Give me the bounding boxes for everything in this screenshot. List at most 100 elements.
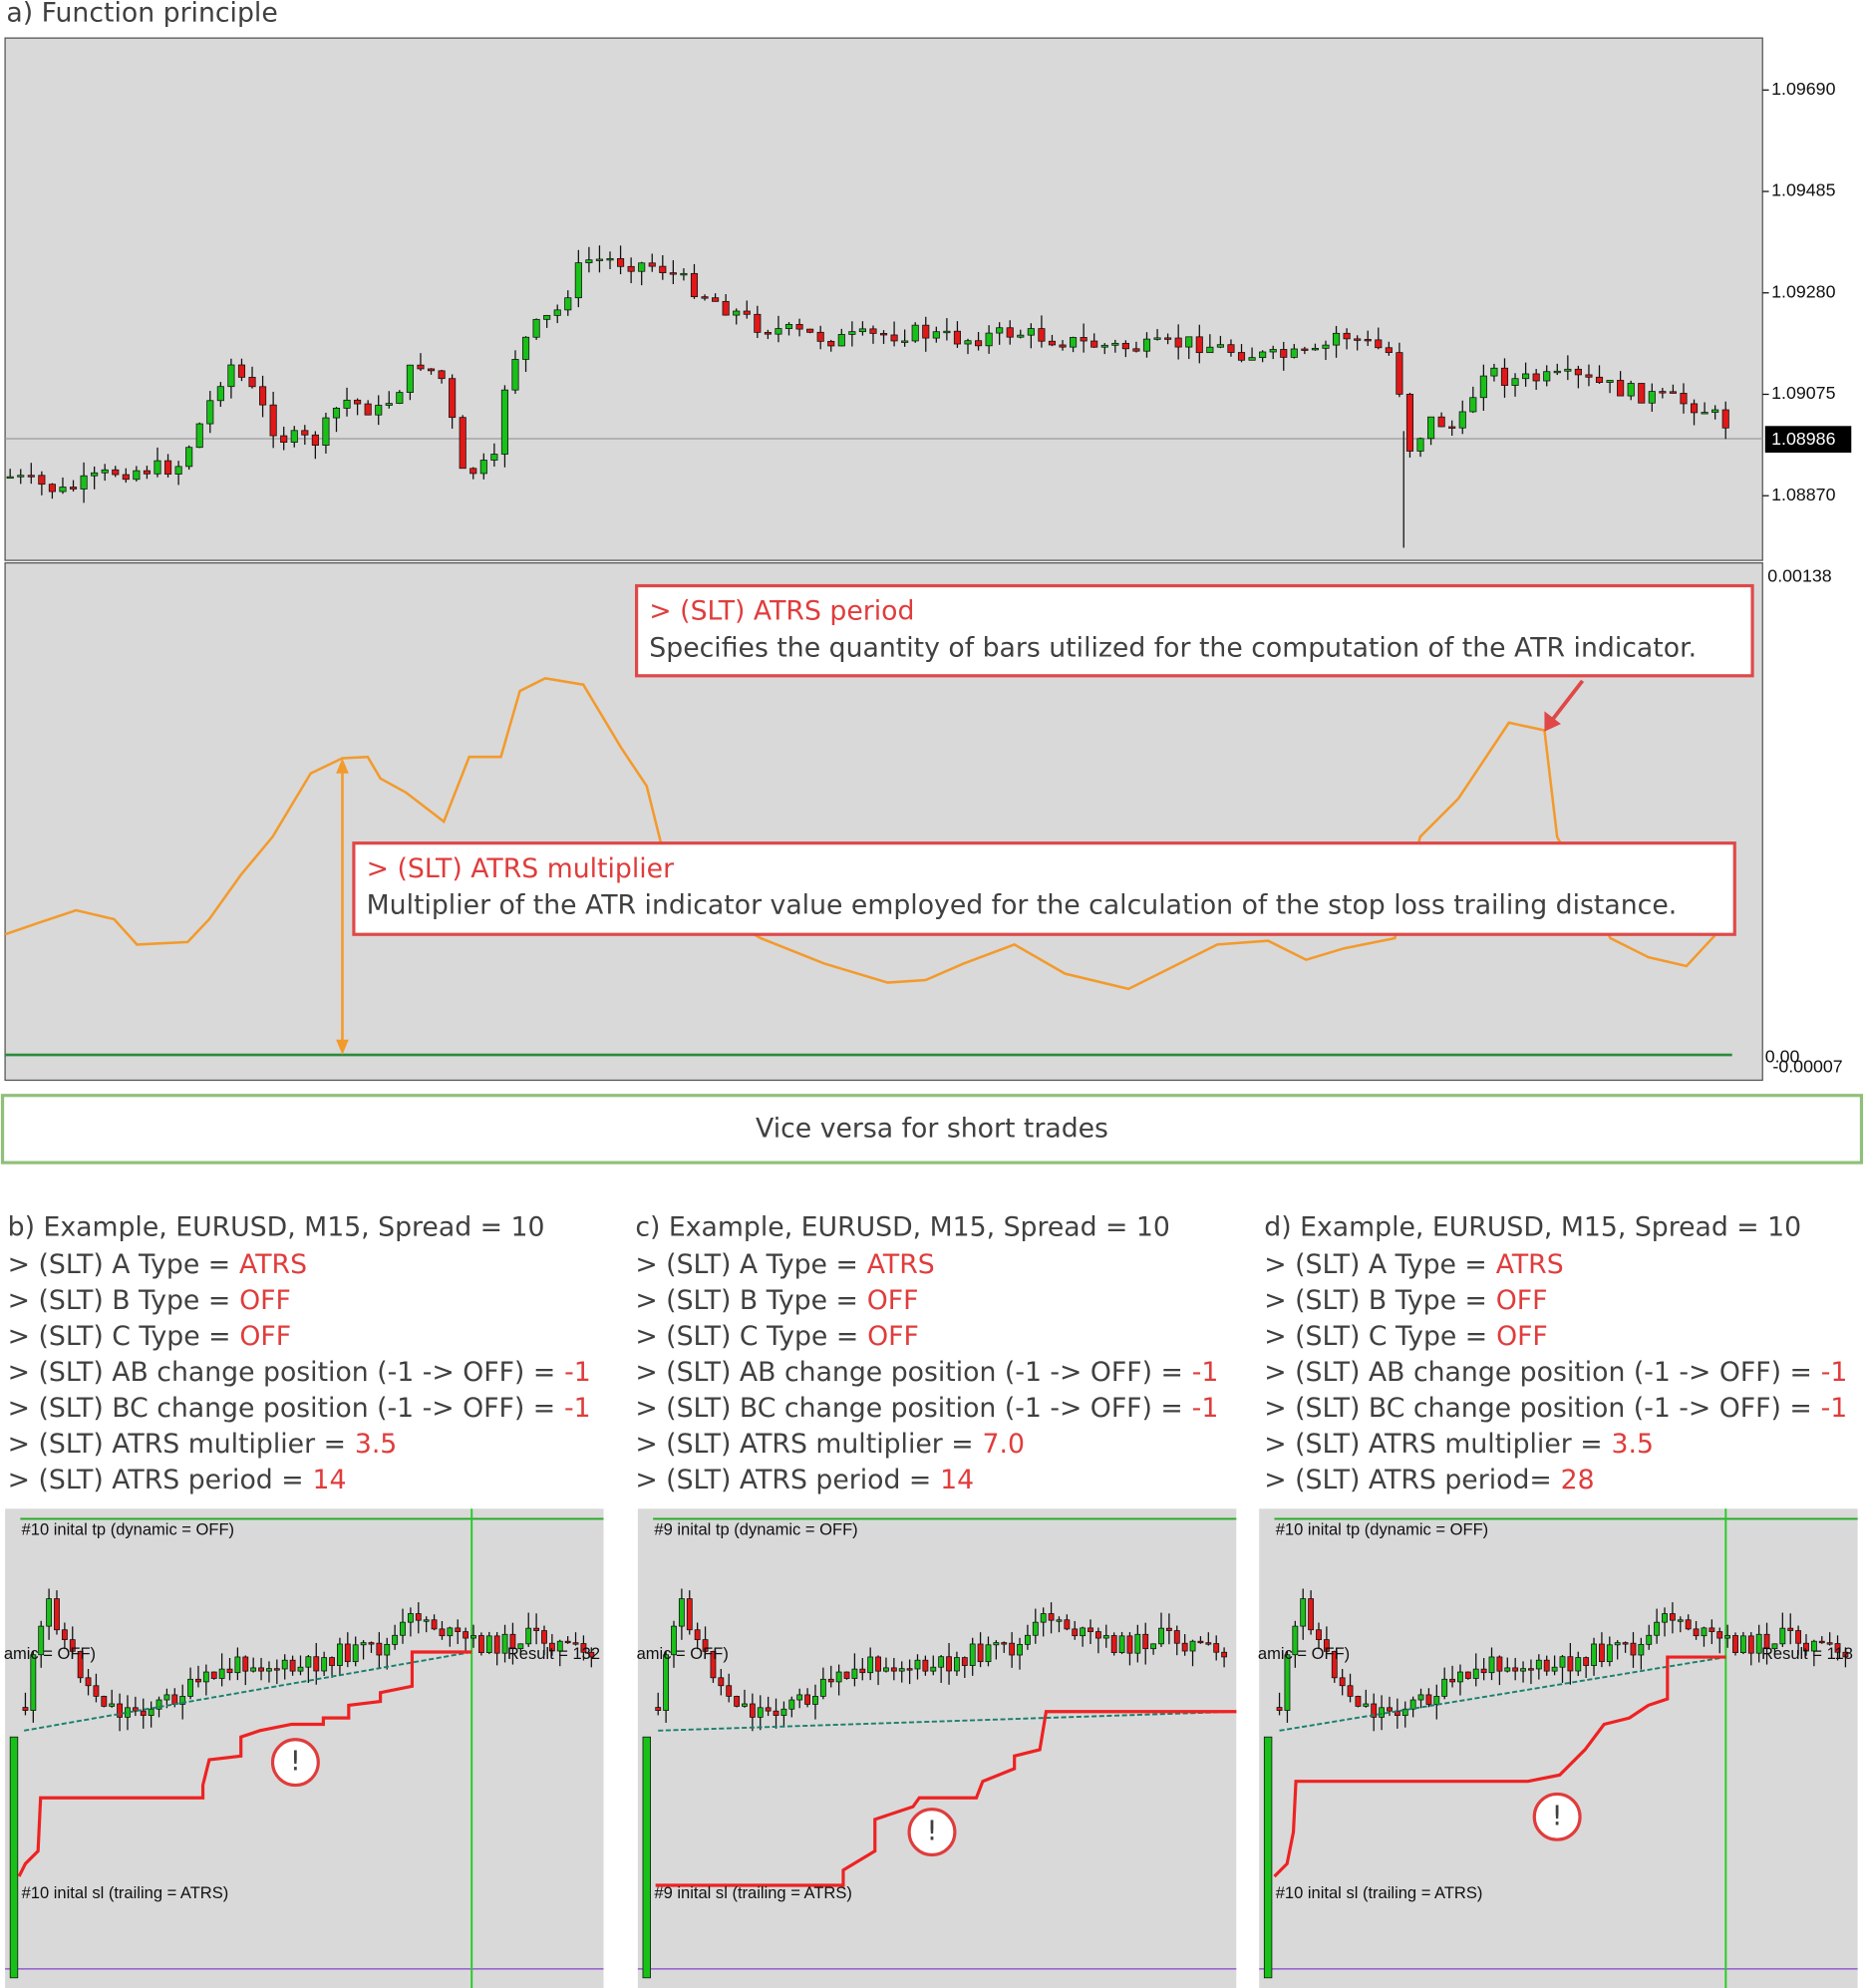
candle — [749, 1703, 756, 1718]
candle — [385, 403, 393, 406]
candle — [226, 1668, 233, 1674]
candle — [890, 1667, 897, 1672]
candle — [775, 328, 782, 335]
candle — [606, 257, 614, 261]
candles — [642, 1588, 1228, 1979]
candle — [1311, 347, 1319, 351]
candle — [154, 460, 161, 475]
candle — [1132, 348, 1140, 352]
candle — [171, 1694, 178, 1705]
candle — [686, 1598, 693, 1631]
candle — [27, 475, 35, 478]
candle — [148, 1708, 155, 1716]
candle — [336, 1643, 343, 1666]
candle — [93, 1685, 100, 1697]
warning-circle — [907, 1808, 957, 1857]
candle — [742, 1703, 748, 1707]
partial-label: amic = OFF) — [1258, 1644, 1350, 1663]
candle — [438, 370, 446, 380]
candle — [1747, 1635, 1754, 1654]
parameter: > (SLT) ATRS period = 14 — [8, 1465, 347, 1495]
candle — [1347, 1685, 1354, 1697]
candle — [1056, 1619, 1063, 1622]
indicator-tick: 0.00 — [1765, 1046, 1800, 1066]
parameter: > (SLT) ATRS period= 28 — [1264, 1465, 1594, 1495]
candle — [250, 1667, 257, 1672]
candle — [179, 1696, 186, 1705]
current-price-box — [1764, 426, 1852, 453]
parameter: > (SLT) A Type = ATRS — [635, 1249, 934, 1280]
trailing-sl — [1273, 1655, 1726, 1878]
callout-text: Multiplier of the ATR indicator value em… — [367, 890, 1678, 921]
candle — [1606, 1644, 1613, 1663]
candle — [943, 330, 951, 334]
candle — [431, 1619, 438, 1630]
candle — [1779, 1627, 1786, 1645]
candle — [259, 386, 267, 406]
parameter-name: > (SLT) AB change position (-1 -> OFF) = — [635, 1357, 1183, 1388]
candle — [1543, 1659, 1550, 1672]
candle — [930, 1666, 937, 1672]
candle — [1834, 1643, 1841, 1653]
candle — [117, 1703, 124, 1718]
candle — [946, 1656, 952, 1672]
candle — [1739, 1635, 1746, 1653]
candle — [248, 377, 256, 388]
candle — [1575, 1657, 1582, 1672]
example-chart: #9 inital tp (dynamic = OFF) #9 inital sl… — [637, 1508, 1237, 1988]
parameter: > (SLT) B Type = OFF — [635, 1285, 918, 1316]
candle — [898, 1668, 905, 1672]
candle — [459, 417, 466, 470]
candle — [1716, 1631, 1723, 1639]
candle — [906, 1668, 913, 1671]
candle — [1205, 1642, 1212, 1645]
candle — [1181, 1642, 1188, 1652]
candle — [46, 1598, 53, 1627]
candle — [680, 272, 688, 276]
candle — [206, 400, 214, 425]
parameter: > (SLT) C Type = OFF — [635, 1321, 919, 1352]
parameter: > (SLT) B Type = OFF — [1264, 1285, 1547, 1316]
candle — [669, 272, 677, 275]
candle — [1364, 339, 1372, 342]
candle — [765, 1707, 772, 1712]
candle — [1693, 1628, 1700, 1637]
candle — [360, 1642, 367, 1646]
partial-label: amic = OFF) — [637, 1644, 729, 1663]
warning-mark: ! — [926, 1815, 937, 1847]
candle — [1448, 426, 1456, 429]
candle — [1301, 348, 1309, 351]
candle — [701, 296, 709, 299]
candle — [1479, 375, 1487, 399]
candle — [311, 434, 319, 446]
candle — [572, 1642, 579, 1645]
candle — [678, 1598, 685, 1627]
candle — [816, 331, 824, 342]
candle — [1551, 1666, 1558, 1672]
candle — [1583, 1657, 1590, 1666]
warning-circle — [1532, 1792, 1582, 1841]
price-axis: 1.09690 1.09485 1.09280 1.09075 1.08870 — [1762, 79, 1836, 504]
candle — [883, 1667, 889, 1672]
candle — [938, 1656, 945, 1668]
panel-title: a) Function principle — [6, 0, 277, 28]
candle — [1237, 352, 1246, 361]
price-tick: 1.09280 — [1771, 281, 1835, 301]
candle — [1787, 1627, 1794, 1631]
candle — [875, 1656, 881, 1672]
candle — [364, 403, 372, 416]
candle — [242, 1656, 249, 1672]
candle — [1276, 1707, 1283, 1711]
candle — [91, 472, 99, 477]
examples: b) Example, EURUSD, M15, Spread = 10 > (S… — [4, 1212, 1858, 1988]
candle — [914, 1659, 921, 1670]
candle — [187, 1678, 193, 1697]
candle — [1080, 1627, 1087, 1637]
sl-label: #10 inital sl (trailing = ATRS) — [22, 1883, 229, 1902]
candle — [1153, 337, 1161, 340]
candle — [343, 399, 351, 409]
candle — [1553, 370, 1561, 374]
candle — [80, 475, 88, 490]
callout-arrow — [1550, 679, 1585, 722]
candle — [1504, 1667, 1511, 1672]
